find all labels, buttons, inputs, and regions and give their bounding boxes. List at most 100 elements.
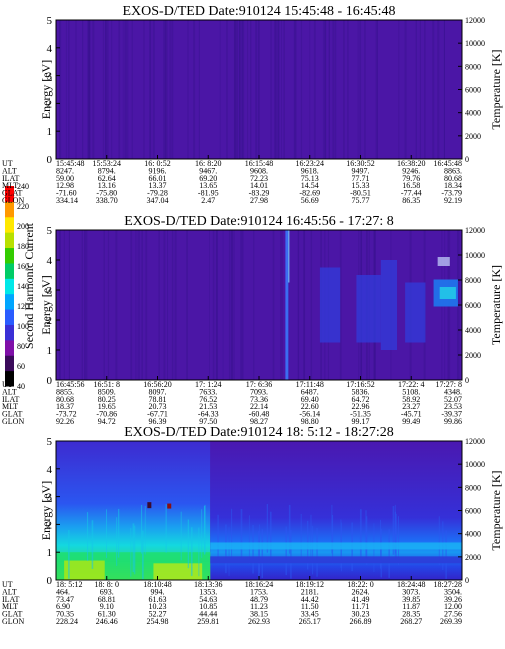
spectrogram-stripe xyxy=(152,20,155,159)
spectrogram-stripe xyxy=(266,503,269,553)
colorbar-label: Second Harmonic Current xyxy=(22,222,36,349)
spectrogram-stripe xyxy=(300,20,303,159)
spectrogram-stripe xyxy=(240,509,243,558)
spectrogram-stripe xyxy=(231,230,233,380)
ephemeris-value: 16.58 xyxy=(402,181,420,190)
ephemeris-value: 72.23 xyxy=(250,174,268,183)
spectrogram-stripe xyxy=(89,20,91,159)
ephemeris-value: 7633. xyxy=(199,387,217,396)
spectrogram-stripe xyxy=(322,20,324,159)
spectrogram-stripe xyxy=(215,230,218,380)
spectrogram-stripe xyxy=(375,20,378,159)
ephemeris-value: 38.15 xyxy=(250,610,268,619)
ephemeris-value: 18: 5:12 xyxy=(56,580,82,589)
ephemeris-value: -45.71 xyxy=(401,410,422,419)
ephemeris-value: 27.98 xyxy=(250,196,268,205)
spectrogram-stripe xyxy=(89,20,90,159)
spectrogram-stripe xyxy=(234,20,236,159)
spectrogram-patch xyxy=(319,267,341,343)
spectrogram-stripe xyxy=(171,230,174,380)
y-tick-label: 0 xyxy=(47,575,53,587)
spectrogram-stripe xyxy=(142,530,144,580)
spectrogram-patch xyxy=(437,257,450,266)
ephemeris-row-label: GLON xyxy=(2,196,24,205)
ephemeris-value: 52.27 xyxy=(149,610,167,619)
ephemeris-value: -80.51 xyxy=(350,189,371,198)
ephemeris-value: 21.53 xyxy=(199,402,217,411)
spectrogram-stripe xyxy=(236,20,238,159)
spectrogram-stripe xyxy=(82,20,84,159)
ephemeris-value: -56.14 xyxy=(299,410,320,419)
ephemeris-value: 44.44 xyxy=(199,610,217,619)
ephemeris-value: 2.47 xyxy=(201,196,215,205)
ephemeris-value: 73.36 xyxy=(250,395,268,404)
spectrogram-stripe xyxy=(141,230,143,380)
ephemeris-value: 18:24:48 xyxy=(397,580,425,589)
ephemeris-value: 58.92 xyxy=(402,395,420,404)
spectrogram-stripe xyxy=(234,20,237,159)
spectrogram-stripe xyxy=(359,509,362,558)
ephemeris-value: 17: 6:36 xyxy=(246,380,272,389)
y2-tick-label: 0 xyxy=(465,576,469,585)
spectrogram-stripe xyxy=(198,20,200,159)
ephemeris-value: 98.80 xyxy=(301,417,319,426)
ephemeris-value: 246.46 xyxy=(96,617,118,626)
ephemeris-row-label: GLAT xyxy=(2,189,23,198)
spectrogram-stripe xyxy=(216,230,218,380)
spectrogram-stripe xyxy=(419,20,421,159)
ephemeris-value: 18:22: 0 xyxy=(347,580,373,589)
spectrogram-stripe xyxy=(164,20,166,159)
ephemeris-value: 9608. xyxy=(250,166,268,175)
ephemeris-value: 13.16 xyxy=(98,181,116,190)
ephemeris-row-label: GLON xyxy=(2,617,24,626)
spectrogram-stripe xyxy=(219,20,221,159)
spectrogram-band xyxy=(210,556,462,564)
ephemeris-value: 79.76 xyxy=(402,174,420,183)
ephemeris-value: 41.49 xyxy=(352,595,370,604)
ephemeris-value: 8097. xyxy=(149,387,167,396)
spectrogram-stripe xyxy=(310,230,313,380)
panel-1: EXOS-D/TED Date:910124 15:45:48 - 16:45:… xyxy=(2,4,503,205)
ephemeris-value: 16:45:56 xyxy=(56,380,84,389)
spectrogram-stripe xyxy=(198,527,200,577)
ephemeris-value: 27.56 xyxy=(444,610,462,619)
spectrogram-band xyxy=(210,542,462,550)
spectrogram-stripe xyxy=(279,230,282,380)
spectrogram-stripe xyxy=(143,20,145,159)
ephemeris-value: 48.79 xyxy=(250,595,268,604)
colorbar-tick-label: 160 xyxy=(17,262,29,271)
spectrogram-stripe xyxy=(394,511,397,561)
ephemeris-value: 693. xyxy=(100,587,114,596)
spectrogram-stripe xyxy=(63,230,65,380)
spectrogram-stripe xyxy=(324,20,327,159)
y-tick-label: 2 xyxy=(47,315,53,327)
ephemeris-value: 62.64 xyxy=(98,174,116,183)
spectrogram-stripe xyxy=(437,20,440,159)
ephemeris-value: 18.37 xyxy=(56,402,74,411)
y-axis-label: Energy [eV] xyxy=(39,481,53,540)
spectrogram-stripe xyxy=(380,528,382,578)
spectrogram-spot xyxy=(167,503,172,509)
spectrogram-stripe xyxy=(397,516,400,565)
ephemeris-value: -70.86 xyxy=(96,410,117,419)
ephemeris-value: 228.24 xyxy=(56,617,78,626)
spectrogram-stripe xyxy=(239,20,242,159)
colorbar-tick-label: 120 xyxy=(17,302,29,311)
spectrogram-stripe xyxy=(258,20,260,159)
spectrogram-stripe xyxy=(272,230,275,380)
ephemeris-value: 73.47 xyxy=(56,595,74,604)
ephemeris-value: 5108. xyxy=(402,387,420,396)
colorbar-segment xyxy=(5,370,14,387)
ephemeris-value: 338.70 xyxy=(96,196,118,205)
y2-tick-label: 2000 xyxy=(465,351,481,360)
ephemeris-row-label: UT xyxy=(2,580,13,589)
spectrogram-stripe xyxy=(388,529,390,578)
ephemeris-row-label: GLAT xyxy=(2,410,23,419)
spectrogram-stripe xyxy=(115,230,118,380)
ephemeris-value: 99.49 xyxy=(402,417,420,426)
spectrogram-stripe xyxy=(309,20,311,159)
colorbar-segment xyxy=(5,339,14,356)
ephemeris-value: 8247. xyxy=(56,166,74,175)
y2-tick-label: 4000 xyxy=(465,109,481,118)
spectrogram-stripe xyxy=(274,20,276,159)
